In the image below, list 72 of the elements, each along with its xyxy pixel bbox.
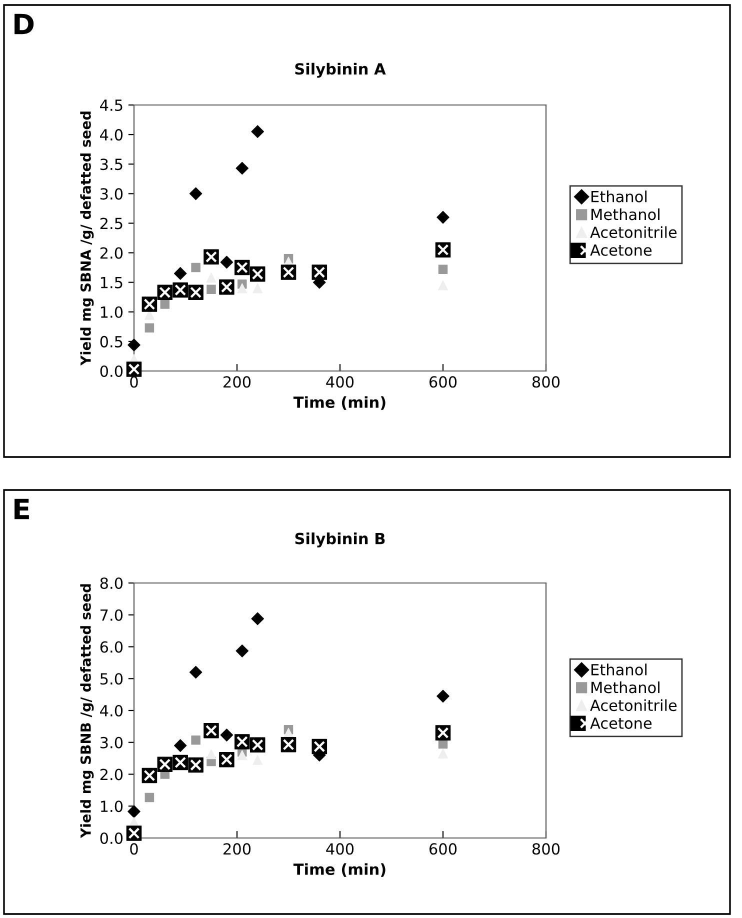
point — [220, 728, 234, 742]
y-tick-label: 4.0 — [100, 704, 123, 717]
point — [128, 805, 140, 818]
point — [252, 283, 263, 294]
legend-label: Methanol — [591, 681, 660, 694]
y-tick-label: 2.0 — [100, 247, 123, 259]
x-tick-label: 800 — [532, 843, 560, 855]
point — [236, 162, 249, 175]
point — [438, 748, 448, 759]
y-tick-label: 1.5 — [100, 277, 122, 288]
point — [237, 283, 248, 294]
point — [128, 338, 140, 352]
point — [237, 750, 248, 760]
point — [144, 792, 154, 802]
point — [251, 612, 264, 626]
point — [191, 262, 200, 272]
legend-label: Acetonitrile — [590, 226, 677, 238]
y-tick-label: 4.0 — [100, 129, 123, 141]
point — [438, 264, 448, 274]
x-tick-label: 800 — [532, 376, 560, 388]
y-tick-label: 0.0 — [100, 365, 123, 378]
x-tick-label: 600 — [429, 376, 457, 388]
y-tick-label: 1.0 — [100, 306, 123, 318]
point — [160, 300, 170, 309]
legend-label: Ethanol — [591, 190, 647, 202]
x-tick-label: 0 — [130, 843, 138, 855]
legend-label: Acetone — [590, 718, 652, 729]
point — [206, 284, 216, 294]
point — [220, 256, 234, 269]
point — [236, 644, 249, 658]
point — [436, 690, 450, 703]
point — [191, 736, 200, 745]
point — [206, 749, 216, 760]
point — [174, 267, 187, 280]
legend-label: Ethanol — [591, 664, 647, 676]
y-tick-label: 3.0 — [100, 188, 123, 200]
x-tick-label: 200 — [224, 843, 251, 855]
legend-label: Acetonitrile — [590, 699, 677, 712]
x-axis-title: Time (min) — [293, 863, 386, 877]
y-axis-title: Yield mg SBNA /g/ defatted seed — [80, 112, 94, 366]
chart-title: Silybinin A — [295, 62, 386, 78]
x-tick-label: 400 — [326, 843, 354, 855]
y-tick-label: 7.0 — [100, 609, 123, 621]
y-axis-title: Yield mg SBNB /g/ defatted seed — [80, 584, 94, 838]
text: E — [14, 498, 29, 520]
point — [251, 125, 264, 138]
x-tick-label: 0 — [130, 376, 138, 388]
x-axis-title: Time (min) — [293, 396, 386, 410]
y-tick-label: 3.0 — [100, 736, 123, 748]
point — [206, 272, 216, 283]
y-tick-label: 4.5 — [100, 100, 122, 112]
y-tick-label: 1.0 — [100, 800, 123, 812]
x-tick-label: 400 — [326, 376, 354, 388]
point — [189, 666, 202, 679]
legend-label: Methanol — [591, 208, 660, 220]
y-tick-label: 0.5 — [100, 336, 122, 348]
y-tick-label: 3.5 — [100, 158, 122, 170]
point — [436, 210, 450, 224]
y-tick-label: 8.0 — [100, 577, 123, 590]
x-tick-label: 200 — [224, 376, 251, 388]
y-tick-label: 6.0 — [100, 641, 123, 653]
text: D — [14, 14, 34, 34]
x-tick-label: 600 — [429, 843, 457, 855]
y-tick-label: 2.5 — [100, 218, 122, 230]
y-tick-label: 2.0 — [100, 768, 123, 780]
point — [174, 739, 187, 752]
point — [189, 187, 202, 200]
legend-label: Acetone — [590, 244, 652, 256]
y-tick-label: 0.0 — [100, 832, 123, 844]
chart-title: Silybinin B — [295, 532, 385, 548]
point — [144, 323, 154, 332]
y-tick-label: 5.0 — [100, 673, 123, 685]
